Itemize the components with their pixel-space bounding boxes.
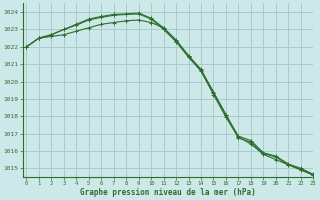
X-axis label: Graphe pression niveau de la mer (hPa): Graphe pression niveau de la mer (hPa) <box>80 188 256 197</box>
